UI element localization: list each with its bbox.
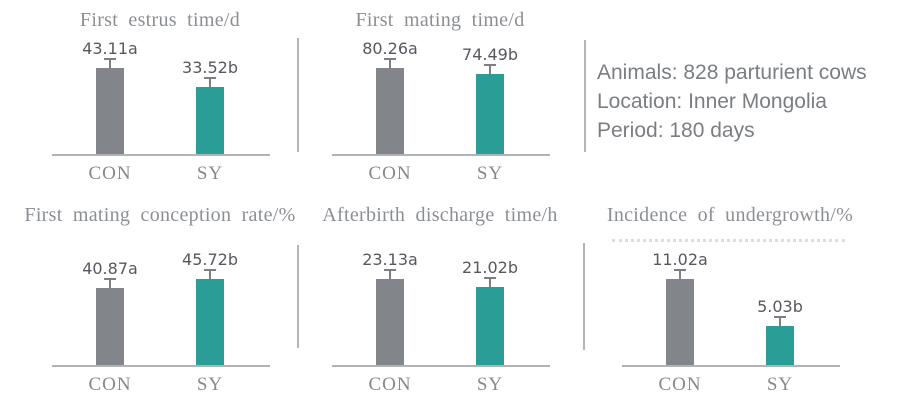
- error-bar-sy: [774, 316, 786, 328]
- category-label-con: CON: [88, 163, 132, 184]
- bar-con: [96, 288, 124, 365]
- x-axis-line: [52, 154, 270, 156]
- value-label-sy: 74.49b: [462, 45, 518, 64]
- category-label-sy: SY: [196, 163, 224, 184]
- error-bar-sy: [484, 277, 496, 289]
- x-axis-line: [622, 365, 840, 367]
- chart-title: First estrus time/d: [79, 9, 241, 31]
- bar-chart-first-mating-conception-rate: First mating conception rate/% 40.87a CON…: [10, 195, 310, 407]
- error-bar-sy: [204, 269, 216, 281]
- value-label-con: 23.13a: [362, 250, 418, 269]
- value-label-con: 80.26a: [362, 39, 418, 58]
- chart-title: Afterbirth discharge time/h: [322, 204, 558, 226]
- bar-con: [376, 68, 404, 154]
- x-axis-line: [332, 154, 550, 156]
- study-info-panel: Animals: 828 parturient cows Location: I…: [597, 58, 897, 145]
- bar-con: [666, 279, 694, 365]
- bar-chart-afterbirth-discharge-time: Afterbirth discharge time/h 23.13a CON 21.…: [290, 195, 590, 407]
- vertical-divider: [297, 38, 299, 152]
- bar-sy: [476, 74, 504, 154]
- value-label-sy: 33.52b: [182, 58, 238, 77]
- error-bar-con: [384, 269, 396, 281]
- bar-chart-incidence-of-undergrowth: Incidence of undergrowth/% 11.02a CON 5.03…: [580, 195, 880, 407]
- category-label-con: CON: [368, 163, 412, 184]
- value-label-sy: 45.72b: [182, 250, 238, 269]
- category-label-sy: SY: [476, 374, 504, 395]
- bar-con: [96, 68, 124, 154]
- value-label-con: 43.11a: [82, 39, 138, 58]
- category-label-con: CON: [88, 374, 132, 395]
- bar-sy: [196, 87, 224, 154]
- category-label-con: CON: [658, 374, 702, 395]
- bar-sy: [196, 279, 224, 365]
- error-bar-con: [104, 278, 116, 290]
- value-label-sy: 5.03b: [757, 297, 803, 316]
- info-line-animals: Animals: 828 parturient cows: [597, 61, 867, 84]
- value-label-sy: 21.02b: [462, 258, 518, 277]
- chart-title: Incidence of undergrowth/%: [606, 204, 854, 226]
- category-label-con: CON: [368, 374, 412, 395]
- error-bar-con: [384, 58, 396, 70]
- x-axis-line: [332, 365, 550, 367]
- bar-sy: [476, 287, 504, 365]
- error-bar-sy: [204, 77, 216, 89]
- error-bar-con: [674, 269, 686, 281]
- chart-title: First mating conception rate/%: [24, 204, 296, 226]
- vertical-divider: [297, 245, 299, 348]
- error-bar-sy: [484, 64, 496, 76]
- vertical-divider: [584, 40, 586, 152]
- chart-title: First mating time/d: [355, 9, 525, 31]
- info-line-location: Location: Inner Mongolia: [597, 90, 827, 113]
- bar-con: [376, 279, 404, 365]
- cropped-text-artifact: [612, 239, 845, 242]
- value-label-con: 40.87a: [82, 259, 138, 278]
- vertical-divider: [583, 243, 585, 350]
- bar-chart-first-estrus-time: First estrus time/d 43.11a CON 33.52b SY: [10, 0, 310, 192]
- x-axis-line: [52, 365, 270, 367]
- category-label-sy: SY: [196, 374, 224, 395]
- bar-sy: [766, 326, 794, 365]
- category-label-sy: SY: [766, 374, 794, 395]
- category-label-sy: SY: [476, 163, 504, 184]
- info-line-period: Period: 180 days: [597, 119, 755, 142]
- bar-chart-first-mating-time: First mating time/d 80.26a CON 74.49b SY: [290, 0, 590, 192]
- value-label-con: 11.02a: [652, 250, 708, 269]
- error-bar-con: [104, 58, 116, 70]
